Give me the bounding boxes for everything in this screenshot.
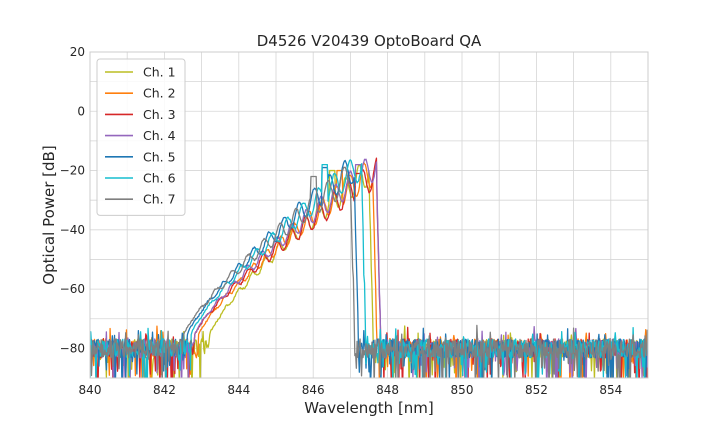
x-axis-label: Wavelength [nm]	[304, 399, 434, 417]
series-line	[90, 166, 648, 378]
series-layer	[90, 157, 648, 378]
x-tick-label: 850	[451, 383, 474, 397]
x-tick-label: 840	[79, 383, 102, 397]
legend-label: Ch. 2	[143, 86, 176, 101]
legend-label: Ch. 7	[143, 192, 176, 207]
y-tick-label: 0	[77, 104, 85, 118]
x-tick-label: 854	[599, 383, 622, 397]
y-tick-label: −40	[60, 223, 85, 237]
x-tick-labels: 840 842 844 846 848 850 852 854	[79, 383, 623, 397]
legend: Ch. 1 Ch. 2 Ch. 3 Ch. 4 Ch. 5 Ch. 6 Ch. 7	[96, 58, 186, 216]
legend-label: Ch. 5	[143, 149, 176, 164]
plot-frame	[89, 51, 649, 379]
y-tick-labels: 20 0 −20 −40 −60 −80	[60, 45, 85, 355]
y-tick-label: −20	[60, 164, 85, 178]
series-line	[90, 157, 648, 378]
x-tick-label: 844	[227, 383, 250, 397]
legend-label: Ch. 3	[143, 107, 176, 122]
x-tick-label: 848	[376, 383, 399, 397]
x-tick-label: 852	[525, 383, 548, 397]
x-tick-label: 846	[302, 383, 325, 397]
y-tick-label: −60	[60, 282, 85, 296]
y-tick-label: 20	[70, 45, 85, 59]
legend-label: Ch. 6	[143, 171, 176, 186]
legend-label: Ch. 1	[143, 65, 176, 80]
x-tick-label: 842	[153, 383, 176, 397]
y-tick-label: −80	[60, 341, 85, 355]
legend-box	[96, 58, 186, 216]
legend-label: Ch. 4	[143, 128, 176, 143]
chart-title: D4526 V20439 OptoBoard QA	[257, 32, 482, 50]
y-axis-label: Optical Power [dB]	[40, 145, 58, 284]
